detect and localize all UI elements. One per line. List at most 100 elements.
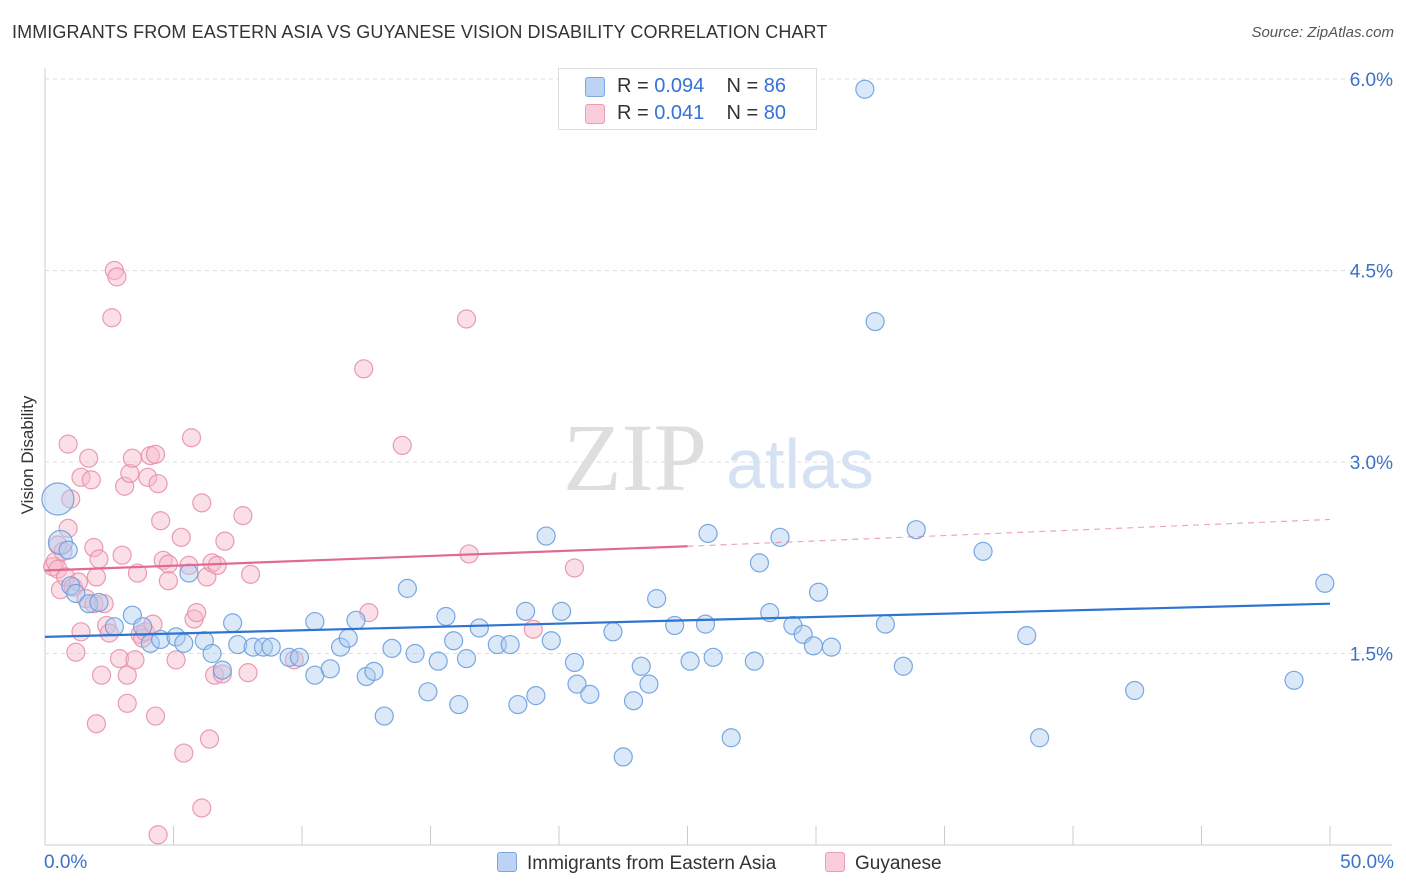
guyanese-point bbox=[148, 825, 168, 845]
eastern-asia-point bbox=[58, 540, 78, 560]
eastern-asia-point bbox=[803, 636, 824, 656]
eastern-asia-point bbox=[202, 643, 222, 664]
eastern-asia-point bbox=[397, 578, 417, 598]
guyanese-point bbox=[241, 564, 261, 584]
guyanese-point bbox=[158, 554, 178, 574]
guyanese-point bbox=[107, 267, 127, 287]
eastern-asia-point bbox=[551, 601, 572, 621]
eastern-asia-point bbox=[808, 582, 829, 602]
eastern-asia-points bbox=[41, 79, 1335, 767]
eastern-asia-point bbox=[508, 694, 528, 715]
eastern-asia-point bbox=[515, 601, 536, 621]
eastern-asia-point bbox=[456, 649, 477, 669]
trend-lines bbox=[44, 518, 1331, 639]
guyanese-point bbox=[145, 444, 166, 464]
eastern-asia-point bbox=[66, 583, 86, 604]
source-label: Source: ZipAtlas.com bbox=[1251, 24, 1394, 41]
guyanese-point bbox=[151, 511, 171, 531]
eastern-asia-point bbox=[1017, 626, 1037, 646]
guyanese-trend-line bbox=[44, 545, 688, 572]
eastern-asia-point bbox=[564, 652, 585, 673]
legend-r-value: 0.094 bbox=[654, 75, 705, 97]
eastern-asia-point bbox=[1315, 573, 1335, 593]
eastern-asia-point bbox=[631, 656, 651, 676]
y-tick-label: 4.5% bbox=[1350, 262, 1393, 283]
axes bbox=[44, 68, 1392, 846]
bottom-legend-label-eastern-asia: Immigrants from Eastern Asia bbox=[527, 853, 777, 874]
guyanese-point bbox=[120, 463, 140, 484]
eastern-asia-point bbox=[289, 647, 310, 667]
guyanese-point bbox=[456, 309, 477, 329]
guyanese-point bbox=[86, 714, 107, 734]
guyanese-point bbox=[181, 428, 202, 448]
eastern-asia-point bbox=[865, 311, 885, 332]
guyanese-point bbox=[66, 642, 86, 662]
guyanese-point bbox=[55, 567, 76, 587]
watermark: ZIP atlas bbox=[563, 404, 874, 511]
eastern-asia-point bbox=[623, 691, 644, 711]
eastern-asia-point bbox=[680, 651, 700, 671]
eastern-asia-point bbox=[212, 660, 232, 680]
eastern-asia-point bbox=[906, 520, 926, 540]
guyanese-point bbox=[233, 506, 253, 526]
legend-r-label: R = bbox=[617, 75, 655, 97]
legend-n-label: N = bbox=[726, 75, 764, 97]
eastern-asia-point bbox=[855, 79, 875, 99]
guyanese-point bbox=[238, 663, 258, 683]
eastern-asia-point bbox=[320, 659, 340, 679]
legend-n-value: 86 bbox=[763, 75, 787, 97]
bottom-legend-swatch-blue bbox=[497, 852, 517, 872]
guyanese-point bbox=[171, 527, 191, 547]
eastern-asia-point bbox=[893, 656, 913, 676]
guyanese-point bbox=[89, 549, 109, 569]
guyanese-point bbox=[58, 434, 78, 454]
guyanese-point bbox=[91, 665, 112, 685]
guyanese-point bbox=[192, 798, 212, 818]
eastern-asia-point bbox=[536, 526, 556, 546]
guyanese-point bbox=[58, 518, 78, 538]
guyanese-point bbox=[199, 729, 220, 749]
y-tick-label: 3.0% bbox=[1350, 453, 1393, 474]
legend-n-label: N = bbox=[726, 102, 764, 124]
guyanese-point bbox=[81, 470, 101, 490]
eastern-asia-point bbox=[744, 651, 764, 671]
eastern-asia-point bbox=[567, 674, 587, 694]
eastern-asia-point bbox=[469, 618, 489, 638]
guyanese-point bbox=[145, 706, 166, 726]
guyanese-point bbox=[79, 448, 99, 468]
eastern-asia-point bbox=[436, 606, 456, 627]
x-tick-max: 50.0% bbox=[1340, 852, 1394, 873]
eastern-asia-point bbox=[1284, 670, 1304, 690]
eastern-asia-point bbox=[1029, 728, 1050, 748]
legend-swatch-blue bbox=[585, 77, 605, 97]
eastern-asia-point bbox=[346, 610, 366, 630]
guyanese-point bbox=[192, 493, 212, 513]
guyanese-trend-extension bbox=[687, 518, 1331, 547]
chart-title: IMMIGRANTS FROM EASTERN ASIA VS GUYANESE… bbox=[12, 22, 828, 42]
legend-swatch-pink bbox=[585, 104, 605, 124]
eastern-asia-point bbox=[382, 638, 402, 658]
legend-r-label: R = bbox=[617, 102, 655, 124]
guyanese-point bbox=[138, 467, 158, 487]
eastern-asia-point bbox=[449, 694, 469, 715]
eastern-asia-point bbox=[79, 594, 99, 614]
eastern-asia-point bbox=[603, 622, 623, 642]
watermark-zip: ZIP bbox=[563, 404, 707, 511]
legend-r-value: 0.041 bbox=[654, 102, 705, 124]
eastern-asia-point bbox=[104, 617, 124, 637]
bottom-legend-guyanese: Guyanese bbox=[825, 852, 942, 875]
eastern-asia-point bbox=[821, 637, 842, 657]
eastern-asia-point bbox=[647, 589, 667, 609]
eastern-asia-point bbox=[580, 684, 600, 704]
y-tick-label: 6.0% bbox=[1350, 70, 1393, 91]
y-tick-labels: 1.5% 3.0% 4.5% 6.0% bbox=[1350, 70, 1393, 666]
guyanese-point bbox=[122, 448, 142, 468]
guyanese-point bbox=[166, 650, 186, 670]
eastern-asia-point bbox=[721, 728, 741, 748]
guyanese-point bbox=[187, 603, 207, 623]
guyanese-point bbox=[523, 619, 543, 639]
eastern-asia-point bbox=[444, 631, 464, 651]
eastern-asia-point bbox=[526, 686, 546, 706]
bottom-legend-label-guyanese: Guyanese bbox=[855, 853, 942, 874]
